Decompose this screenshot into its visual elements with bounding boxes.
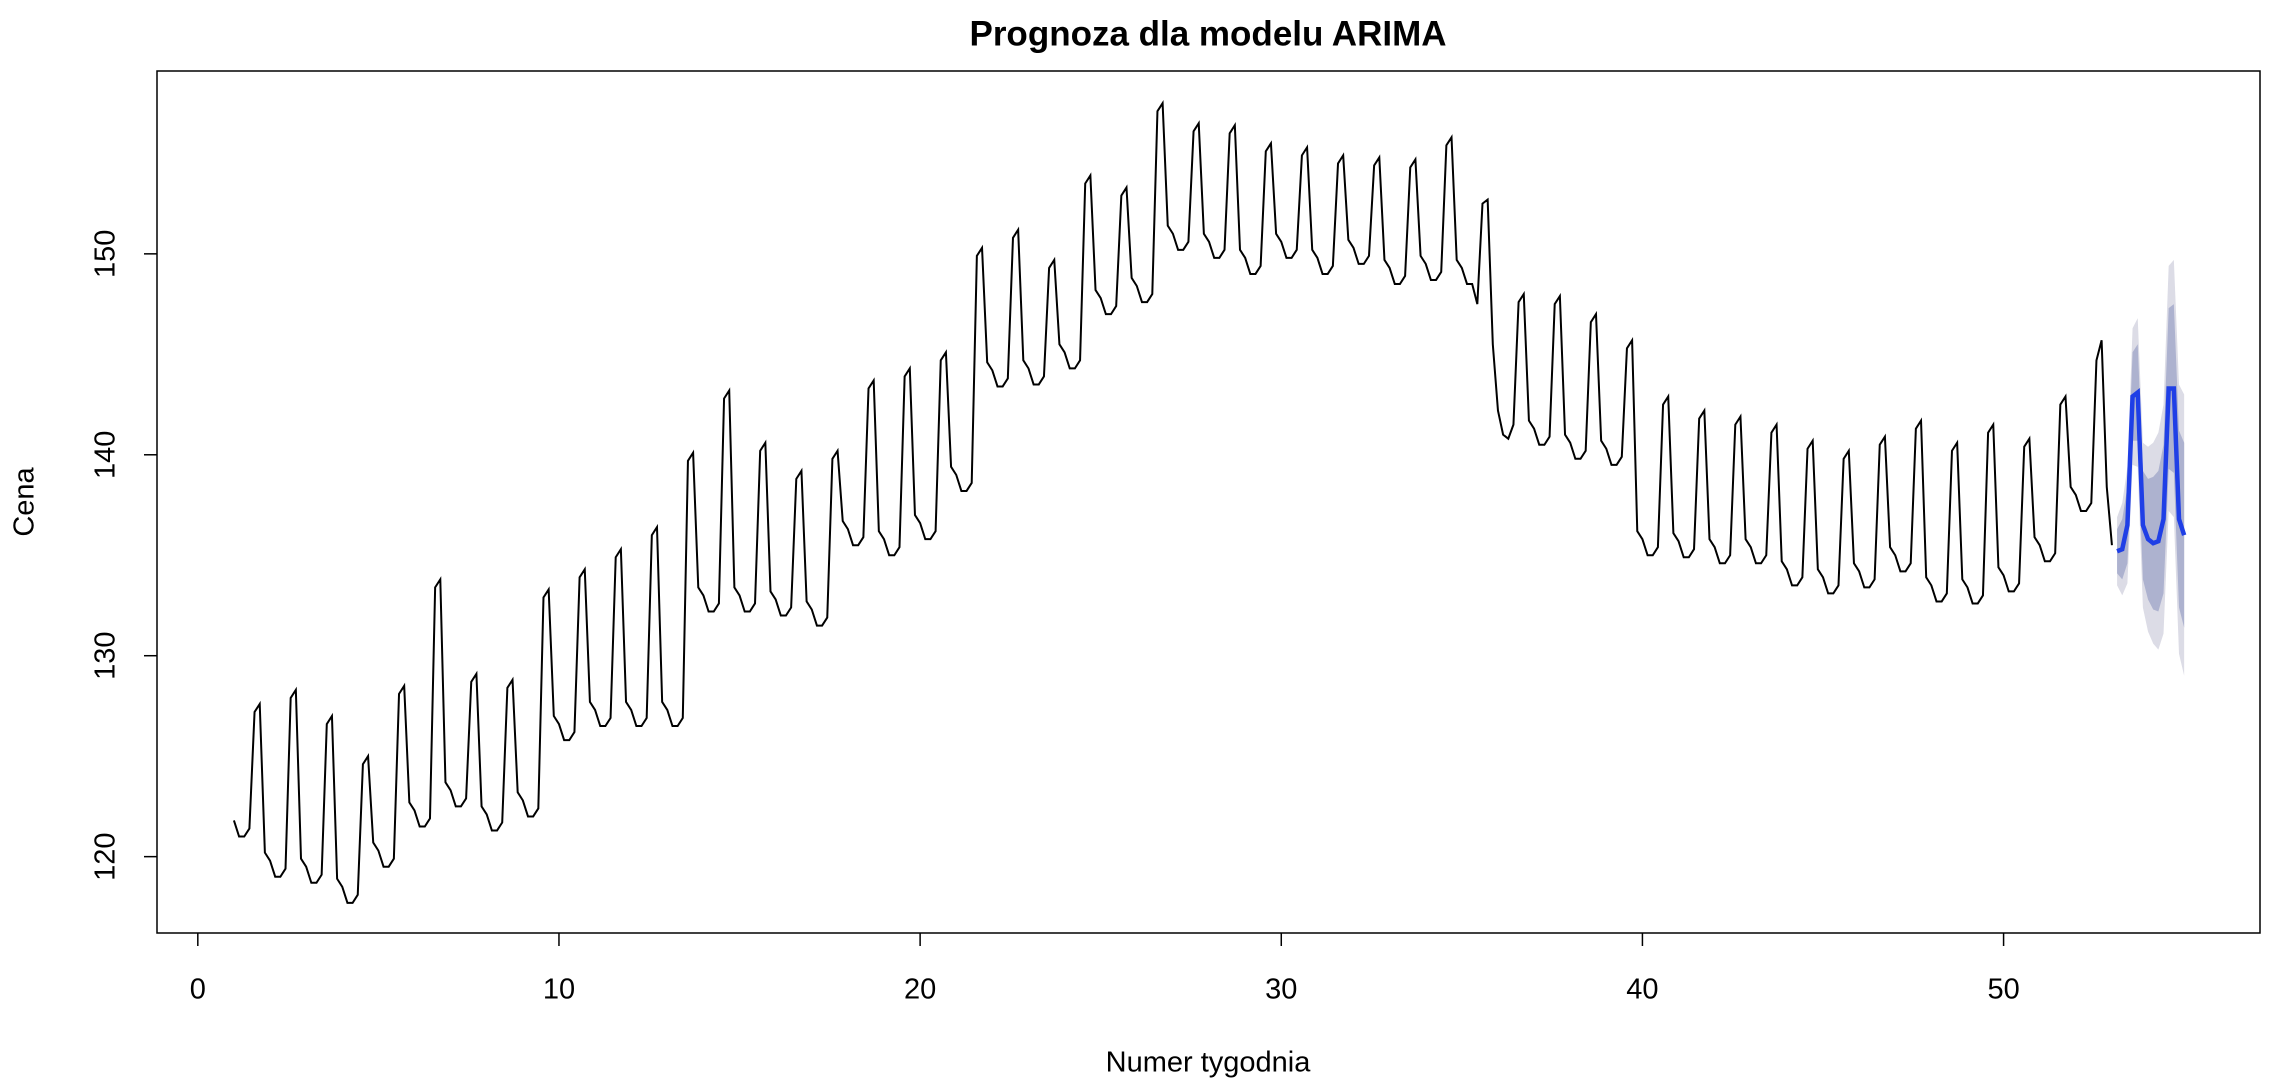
y-tick-label: 120	[90, 832, 122, 880]
x-axis-label: Numer tygodnia	[1106, 1047, 1312, 1079]
x-tick-label: 30	[1265, 974, 1297, 1006]
y-tick-label: 130	[90, 632, 122, 680]
x-tick-label: 40	[1626, 974, 1658, 1006]
chart-title: Prognoza dla modelu ARIMA	[969, 14, 1446, 53]
y-tick-label: 150	[90, 230, 122, 278]
series-line	[232, 99, 2113, 904]
y-axis-label: Cena	[9, 466, 41, 536]
forecast-line	[2116, 386, 2187, 554]
x-tick-label: 10	[543, 974, 575, 1006]
y-tick-label: 140	[90, 431, 122, 479]
prediction-band-80	[2117, 304, 2185, 628]
x-tick-label: 20	[904, 974, 936, 1006]
x-tick-label: 50	[1987, 974, 2019, 1006]
x-tick-label: 0	[190, 974, 206, 1006]
plot-frame	[156, 70, 2261, 934]
